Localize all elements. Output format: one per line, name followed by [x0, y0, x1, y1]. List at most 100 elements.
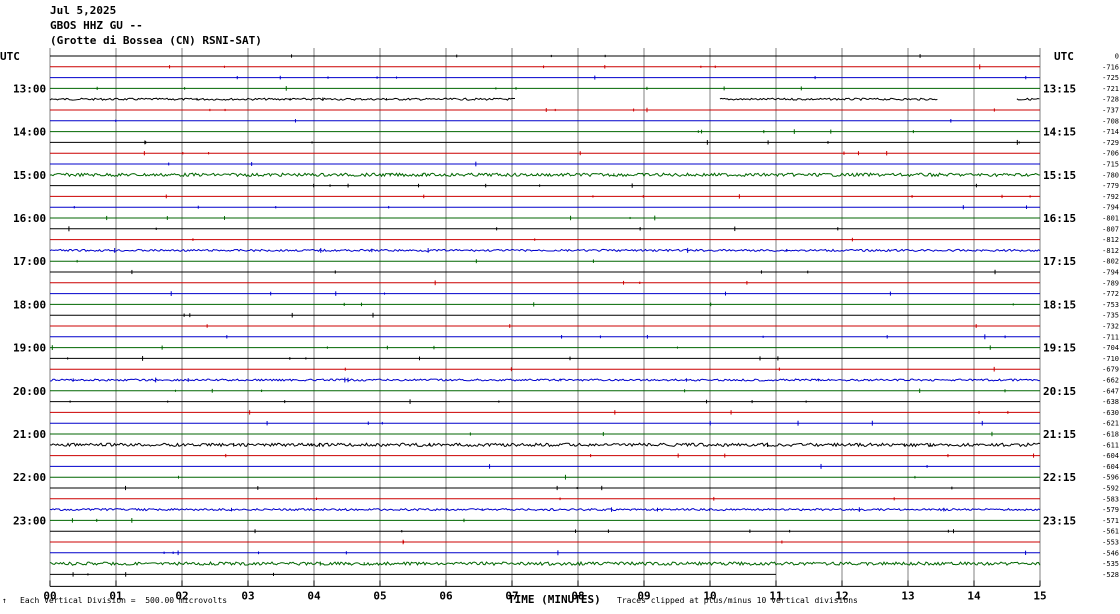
trace-offset-value: -528 — [1102, 571, 1119, 579]
trace-offset-value: -714 — [1102, 128, 1119, 136]
scale-note: Each Vertical Division = 500.00 microvol… — [20, 596, 228, 605]
trace-offset-value: -715 — [1102, 161, 1119, 169]
trace-offset-value: -704 — [1102, 344, 1119, 352]
trace-line — [49, 507, 1041, 512]
trace-offset-value: -630 — [1102, 409, 1119, 417]
right-hour-label: 17:15 — [1043, 255, 1076, 268]
right-hour-label: 22:15 — [1043, 471, 1076, 484]
left-hour-label: 21:00 — [13, 428, 46, 441]
trace-offset-value: -604 — [1102, 463, 1119, 471]
trace-offset-value: -753 — [1102, 301, 1119, 309]
right-hour-label: 13:15 — [1043, 82, 1076, 95]
trace-offset-value: -535 — [1102, 560, 1119, 568]
trace-offset-value: -618 — [1102, 431, 1119, 439]
trace-offset-value: -729 — [1102, 139, 1119, 147]
trace-offset-value: -679 — [1102, 366, 1119, 374]
trace-offset-value: -732 — [1102, 323, 1119, 331]
axis-labels: 00 01 02 03 04 05 06 07 08 09 10 11 12 13 14 15 0 -716 -72… — [13, 53, 1119, 603]
x-tick-label: 02 — [175, 589, 188, 602]
x-tick-label: 11 — [769, 589, 783, 602]
corner-mark: ↑ — [2, 596, 7, 605]
trace-offset-value: -716 — [1102, 63, 1119, 71]
trace-offset-value: -807 — [1102, 225, 1119, 233]
trace-offset-value: -721 — [1102, 85, 1119, 93]
right-hour-label: 23:15 — [1043, 514, 1076, 527]
trace-offset-value: -571 — [1102, 517, 1119, 525]
left-hour-label: 16:00 — [13, 212, 46, 225]
trace-offset-value: -592 — [1102, 485, 1119, 493]
trace-offset-value: -789 — [1102, 279, 1119, 287]
left-hour-label: 13:00 — [13, 82, 46, 95]
left-hour-label: 23:00 — [13, 514, 46, 527]
trace-offset-value: -725 — [1102, 74, 1119, 82]
trace-line — [49, 248, 1041, 253]
left-hour-label: 14:00 — [13, 126, 46, 139]
trace-offset-value: -728 — [1102, 96, 1119, 104]
left-hour-label: 15:00 — [13, 169, 46, 182]
x-tick-label: 12 — [835, 589, 848, 602]
trace-group — [49, 54, 1041, 577]
trace-offset-value: -621 — [1102, 420, 1119, 428]
trace-offset-value: -801 — [1102, 215, 1119, 223]
right-hour-label: 14:15 — [1043, 126, 1076, 139]
left-hour-label: 17:00 — [13, 255, 46, 268]
station-location: (Grotte di Bossea (CN) RSNI-SAT) — [50, 34, 262, 47]
trace-offset-value: -662 — [1102, 377, 1119, 385]
right-utc-label: UTC — [1054, 50, 1074, 63]
trace-offset-value: -553 — [1102, 539, 1119, 547]
x-tick-label: 06 — [439, 589, 453, 602]
trace-offset-value: -638 — [1102, 398, 1119, 406]
left-hour-label: 20:00 — [13, 385, 46, 398]
trace-offset-value: -611 — [1102, 441, 1119, 449]
x-tick-label: 13 — [901, 589, 914, 602]
trace-offset-value: -596 — [1102, 474, 1119, 482]
right-hour-label: 16:15 — [1043, 212, 1076, 225]
trace-offset-value: -812 — [1102, 247, 1119, 255]
trace-offset-value: 0 — [1115, 53, 1119, 61]
trace-line — [719, 97, 938, 101]
trace-offset-value: -772 — [1102, 290, 1119, 298]
trace-offset-value: -583 — [1102, 495, 1119, 503]
trace-offset-value: -647 — [1102, 387, 1119, 395]
trace-line — [1016, 97, 1040, 101]
x-tick-label: 07 — [505, 589, 518, 602]
trace-offset-value: -708 — [1102, 117, 1119, 125]
plot-date: Jul 5,2025 — [50, 4, 117, 17]
trace-offset-value: -706 — [1102, 150, 1119, 158]
minute-grid — [49, 48, 1041, 587]
left-hour-label: 22:00 — [13, 471, 46, 484]
trace-line — [49, 172, 1041, 178]
right-hour-label: 20:15 — [1043, 385, 1076, 398]
trace-offset-value: -792 — [1102, 193, 1119, 201]
x-tick-label: 00 — [43, 589, 56, 602]
left-hour-label: 18:00 — [13, 298, 46, 311]
right-hour-label: 15:15 — [1043, 169, 1076, 182]
x-tick-label: 14 — [967, 589, 981, 602]
x-tick-label: 09 — [637, 589, 650, 602]
trace-offset-value: -794 — [1102, 204, 1119, 212]
right-hour-label: 19:15 — [1043, 342, 1076, 355]
right-hour-label: 21:15 — [1043, 428, 1076, 441]
trace-offset-value: -737 — [1102, 107, 1119, 115]
x-tick-label: 04 — [307, 589, 321, 602]
trace-offset-value: -561 — [1102, 528, 1119, 536]
x-tick-label: 15 — [1033, 589, 1046, 602]
trace-offset-value: -579 — [1102, 506, 1119, 514]
trace-line — [49, 560, 1041, 567]
trace-offset-value: -812 — [1102, 236, 1119, 244]
left-hour-label: 19:00 — [13, 342, 46, 355]
trace-offset-value: -604 — [1102, 452, 1119, 460]
station-code: GBOS HHZ GU -- — [50, 19, 143, 32]
clip-note: Traces clipped at plus/minus 10 vertical… — [617, 596, 858, 605]
trace-line — [49, 97, 515, 101]
trace-line — [49, 442, 1041, 448]
trace-offset-value: -780 — [1102, 171, 1119, 179]
right-hour-label: 18:15 — [1043, 298, 1076, 311]
x-tick-label: 03 — [241, 589, 254, 602]
trace-offset-value: -711 — [1102, 333, 1119, 341]
trace-line — [49, 378, 1041, 382]
x-tick-label: 01 — [109, 589, 123, 602]
trace-offset-value: -546 — [1102, 549, 1119, 557]
x-tick-label: 10 — [703, 589, 716, 602]
